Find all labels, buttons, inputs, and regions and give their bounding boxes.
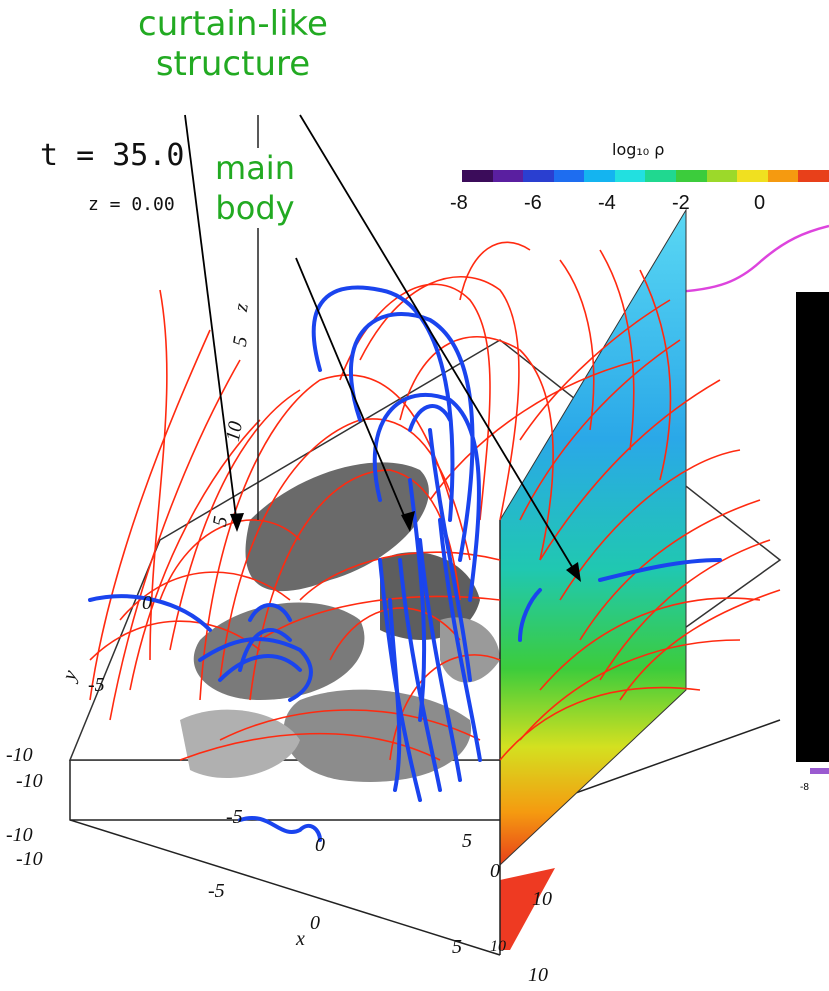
right-tick-label: 10	[528, 964, 548, 986]
side-panel-tick: -8	[800, 782, 809, 793]
x-tick-label: 0	[310, 912, 320, 934]
colorbar-tick-label: -8	[450, 192, 468, 214]
left-tick-label: -10	[6, 824, 33, 846]
colorbar-tick-label: -6	[524, 192, 542, 214]
y-tick-label: -5	[88, 674, 105, 696]
colorbar-tick-label: 0	[754, 192, 766, 214]
slice-label: z = 0.00	[88, 194, 175, 215]
time-label: t = 35.0	[40, 138, 185, 173]
colorbar-segment	[767, 170, 799, 182]
colorbar-segment	[676, 170, 707, 182]
red-field-lines	[89, 241, 781, 761]
annotation-curtain-line2: structure	[155, 44, 311, 84]
colorbar-segment	[645, 170, 677, 182]
left-tick-label: -10	[16, 770, 43, 792]
bottom-right-tick-label: 10	[490, 938, 506, 955]
annotation-main-line1: main	[215, 149, 295, 187]
annotation-arrows	[184, 114, 578, 576]
colorbar-segment	[553, 170, 585, 182]
annotation-curtain-line1: curtain-like	[138, 4, 328, 44]
colorbar-segment	[462, 170, 493, 182]
annotation-main-body: main body	[205, 148, 305, 228]
colorbar-segment	[523, 170, 554, 182]
colorbar-tick-label: -2	[672, 192, 690, 214]
colorbar-segment	[706, 170, 738, 182]
z-tick-label: 10	[221, 419, 248, 444]
density-slice-bottom	[500, 868, 555, 950]
x-tick-label: -5	[226, 806, 243, 828]
side-panel-colorbar-stub	[810, 768, 829, 774]
x-tick-label: 0	[315, 834, 325, 856]
left-tick-label: -10	[16, 848, 43, 870]
right-tick-label: 10	[532, 888, 552, 910]
bottom-right-tick-label: 0	[490, 860, 500, 882]
annotation-main-line2: body	[215, 189, 295, 227]
blue-field-lines	[88, 285, 722, 842]
colorbar-tick-label: -4	[598, 192, 616, 214]
x-axis-label: x	[296, 928, 305, 950]
colorbar-segment	[584, 170, 615, 182]
arrow-heads	[230, 511, 581, 582]
colorbar-segment	[737, 170, 768, 182]
x-tick-label: -5	[208, 880, 225, 902]
colorbar-segment	[798, 170, 829, 182]
x-tick-label: 5	[452, 936, 462, 958]
y-tick-label: 0	[142, 592, 152, 614]
colorbar: log₁₀ ρ -8 -6 -4 -2 0	[450, 140, 829, 230]
annotation-curtain-like-structure: curtain-like structure	[118, 4, 348, 84]
colorbar-title: log₁₀ ρ	[612, 140, 665, 159]
magenta-field-line	[671, 224, 829, 294]
x-tick-label: 5	[462, 830, 472, 852]
left-tick-label: -10	[6, 744, 33, 766]
side-panel	[796, 292, 829, 762]
colorbar-segment	[492, 170, 524, 182]
colorbar-segment	[614, 170, 646, 182]
colorbar-gradient	[462, 170, 829, 182]
